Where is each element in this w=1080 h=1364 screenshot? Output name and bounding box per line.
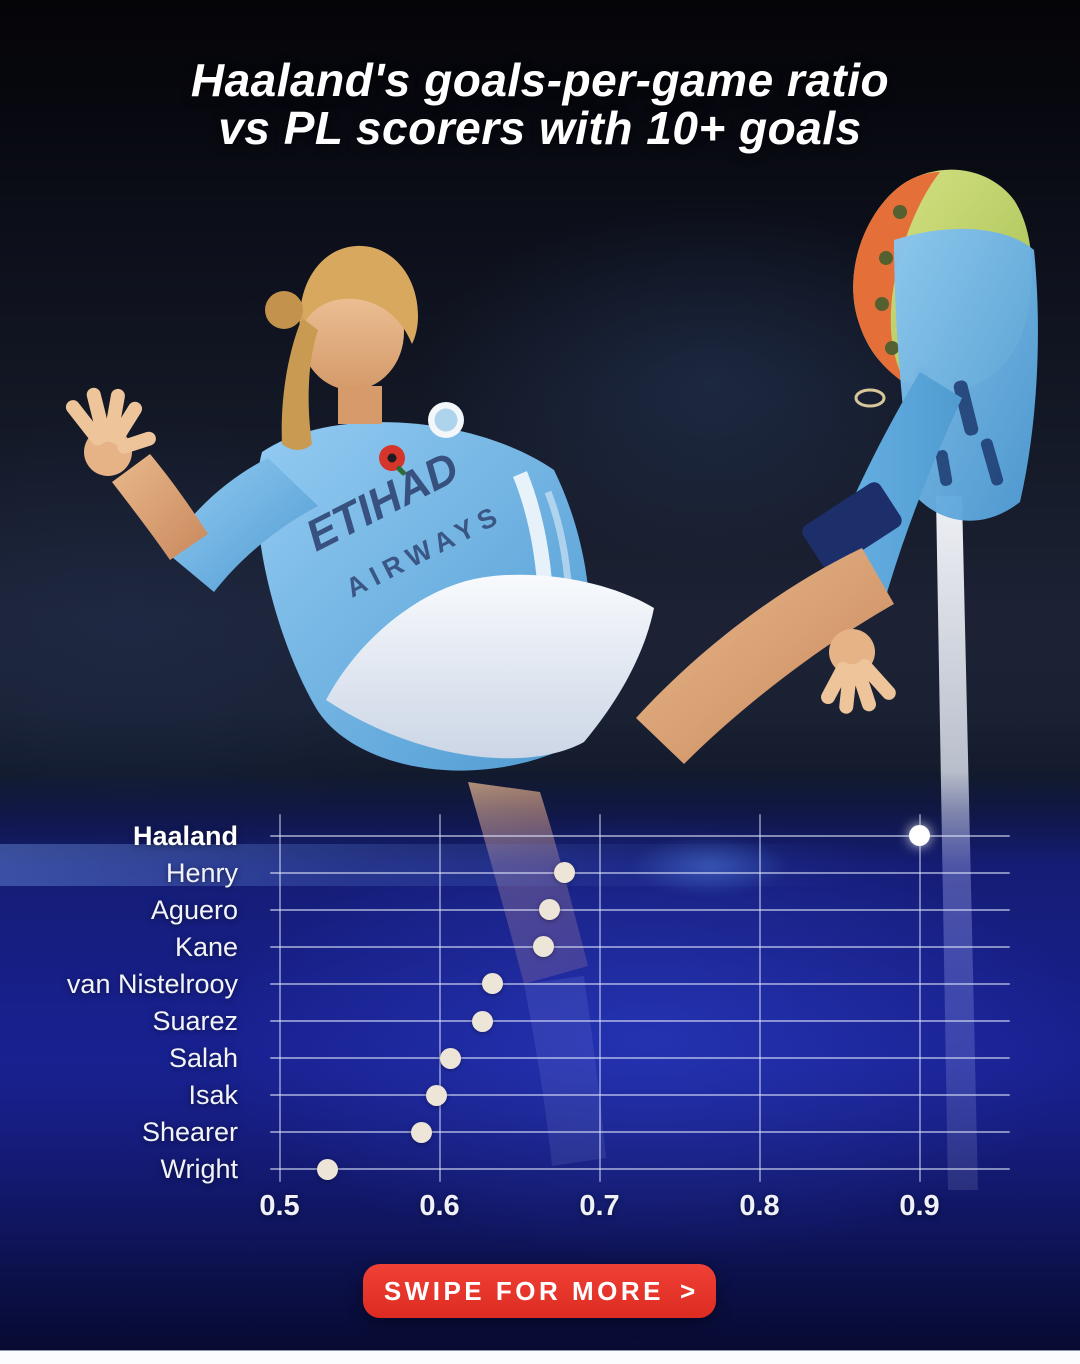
player-label: Aguero bbox=[150, 894, 238, 925]
player-dot bbox=[553, 862, 575, 884]
x-tick-label: 0.6 bbox=[419, 1190, 460, 1222]
swipe-for-more-label: SWIPE FOR MORE bbox=[383, 1275, 664, 1306]
x-tick-label: 0.7 bbox=[579, 1190, 620, 1222]
x-gridline bbox=[438, 814, 441, 1182]
player-dot bbox=[533, 936, 554, 958]
player-dot bbox=[539, 899, 561, 921]
player-dot bbox=[411, 1121, 433, 1143]
player-dot bbox=[481, 973, 503, 995]
row-gridline bbox=[270, 1094, 1010, 1097]
title-line-2: vs PL scorers with 10+ goals bbox=[218, 102, 862, 154]
player-label: Salah bbox=[168, 1043, 238, 1074]
row-gridline bbox=[270, 1057, 1010, 1060]
player-label: Wright bbox=[160, 1154, 238, 1185]
row-gridline bbox=[270, 982, 1010, 985]
player-label: Kane bbox=[174, 931, 238, 962]
page-title: Haaland's goals-per-game ratio vs PL sco… bbox=[0, 56, 1080, 152]
row-gridline bbox=[270, 1020, 1010, 1022]
x-gridline bbox=[758, 814, 761, 1182]
x-tick-label: 0.9 bbox=[899, 1190, 940, 1222]
player-dot bbox=[472, 1010, 494, 1032]
row-gridline bbox=[270, 871, 1010, 874]
chevron-right-icon: > bbox=[679, 1275, 696, 1306]
row-gridline bbox=[270, 1168, 1010, 1171]
player-dot bbox=[909, 825, 930, 846]
bottom-white-strip bbox=[0, 1350, 1080, 1364]
title-line-1: Haaland's goals-per-game ratio bbox=[190, 54, 890, 106]
player-label: van Nistelrooy bbox=[66, 968, 238, 999]
row-gridline bbox=[270, 908, 1010, 911]
player-label: Suarez bbox=[152, 1006, 238, 1036]
player-label: Haaland bbox=[132, 820, 238, 851]
player-dot bbox=[425, 1084, 447, 1106]
player-dot bbox=[317, 1158, 338, 1180]
row-gridline bbox=[270, 834, 1010, 837]
player-label: Henry bbox=[165, 857, 238, 888]
x-gridline bbox=[598, 814, 601, 1182]
x-gridline bbox=[278, 814, 281, 1182]
player-label: Isak bbox=[188, 1080, 238, 1111]
swipe-for-more-button[interactable]: SWIPE FOR MORE > bbox=[363, 1264, 716, 1318]
x-tick-label: 0.8 bbox=[739, 1190, 780, 1222]
player-label: Shearer bbox=[141, 1117, 238, 1148]
x-tick-label: 0.5 bbox=[259, 1190, 300, 1222]
row-gridline bbox=[270, 1131, 1010, 1134]
row-gridline bbox=[270, 945, 1010, 948]
player-dot bbox=[440, 1047, 462, 1069]
x-gridline bbox=[918, 814, 921, 1182]
